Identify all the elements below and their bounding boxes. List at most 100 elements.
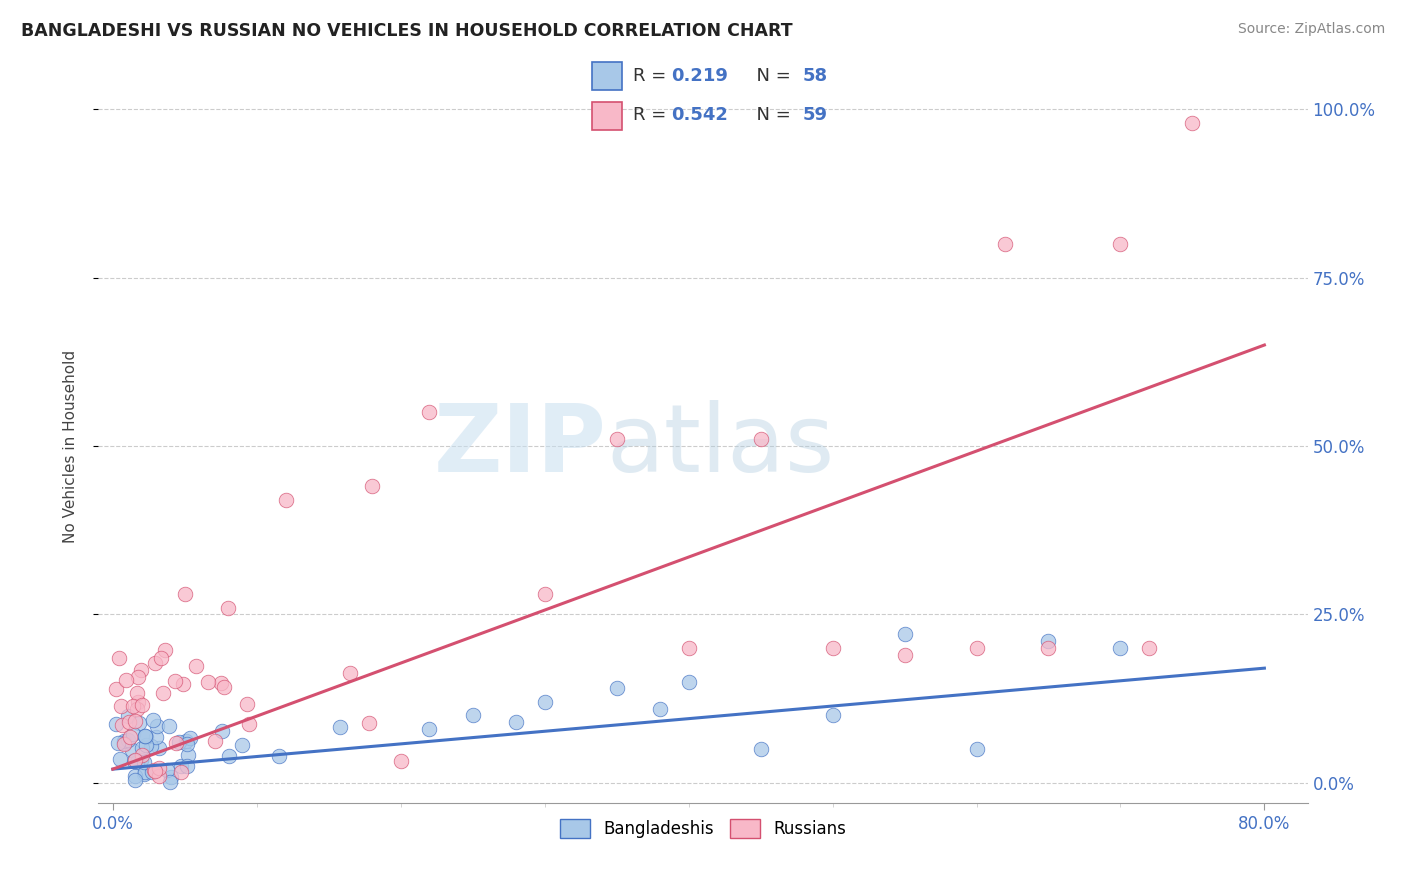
Point bbox=[125, 702, 148, 716]
Point bbox=[105, 716, 128, 731]
Point bbox=[131, 741, 153, 756]
Point bbox=[112, 733, 135, 747]
Point bbox=[112, 737, 135, 751]
Point bbox=[176, 759, 198, 773]
Point bbox=[177, 747, 200, 762]
Point bbox=[148, 761, 170, 775]
Point bbox=[749, 742, 772, 756]
Point bbox=[418, 405, 440, 419]
Point bbox=[124, 769, 146, 783]
Point bbox=[218, 748, 240, 763]
Text: BANGLADESHI VS RUSSIAN NO VEHICLES IN HOUSEHOLD CORRELATION CHART: BANGLADESHI VS RUSSIAN NO VEHICLES IN HO… bbox=[21, 22, 793, 40]
Point bbox=[267, 749, 290, 764]
Point bbox=[128, 716, 150, 731]
Point bbox=[231, 739, 253, 753]
Point bbox=[124, 714, 146, 728]
Point bbox=[143, 763, 166, 777]
Point bbox=[361, 479, 384, 493]
Point bbox=[204, 734, 226, 748]
Point bbox=[329, 720, 352, 734]
Point bbox=[134, 767, 156, 781]
Point bbox=[131, 747, 153, 762]
Point bbox=[135, 730, 157, 744]
Legend: Bangladeshis, Russians: Bangladeshis, Russians bbox=[553, 812, 853, 845]
Point bbox=[134, 729, 156, 743]
Point bbox=[966, 742, 988, 756]
Point bbox=[142, 714, 165, 728]
Point bbox=[418, 722, 440, 736]
Text: 0.542: 0.542 bbox=[671, 106, 728, 124]
Point bbox=[111, 718, 134, 732]
Point bbox=[124, 772, 146, 787]
Point bbox=[1038, 634, 1060, 648]
Point bbox=[112, 736, 135, 750]
Point bbox=[132, 755, 155, 769]
Y-axis label: No Vehicles in Household: No Vehicles in Household bbox=[63, 350, 77, 542]
Point bbox=[134, 729, 156, 743]
Point bbox=[127, 670, 149, 684]
Point bbox=[172, 677, 194, 691]
Point bbox=[104, 681, 127, 696]
Bar bbox=[592, 102, 621, 130]
Point bbox=[145, 730, 167, 744]
Text: Source: ZipAtlas.com: Source: ZipAtlas.com bbox=[1237, 22, 1385, 37]
Point bbox=[148, 740, 170, 755]
Point bbox=[145, 719, 167, 733]
Point bbox=[141, 765, 163, 780]
Point bbox=[110, 698, 132, 713]
Point bbox=[173, 587, 195, 601]
Point bbox=[238, 716, 260, 731]
Point bbox=[821, 640, 844, 655]
Text: 59: 59 bbox=[803, 106, 828, 124]
Point bbox=[533, 587, 555, 601]
Point bbox=[994, 237, 1017, 252]
Text: 58: 58 bbox=[803, 68, 828, 86]
Text: N =: N = bbox=[745, 68, 797, 86]
Point bbox=[108, 751, 131, 765]
Point bbox=[648, 701, 671, 715]
Point bbox=[893, 648, 915, 662]
Text: R =: R = bbox=[633, 106, 672, 124]
Point bbox=[134, 764, 156, 779]
Point bbox=[197, 674, 219, 689]
Point bbox=[169, 764, 191, 779]
Point bbox=[148, 769, 170, 783]
Point bbox=[121, 727, 143, 741]
Point bbox=[179, 731, 201, 745]
Point bbox=[115, 673, 138, 687]
Point bbox=[461, 708, 484, 723]
Point bbox=[118, 714, 141, 729]
Point bbox=[107, 735, 129, 749]
Point bbox=[533, 695, 555, 709]
Point bbox=[211, 724, 233, 739]
Point bbox=[131, 698, 153, 713]
Text: R =: R = bbox=[633, 68, 672, 86]
Point bbox=[117, 733, 139, 747]
Point bbox=[1137, 640, 1160, 655]
Point bbox=[135, 738, 157, 752]
Text: atlas: atlas bbox=[606, 400, 835, 492]
Point bbox=[149, 650, 172, 665]
Point bbox=[165, 674, 187, 689]
Point bbox=[118, 730, 141, 744]
Point bbox=[121, 743, 143, 757]
Point bbox=[117, 709, 139, 723]
Point bbox=[1109, 237, 1132, 252]
Point bbox=[184, 659, 207, 673]
Point bbox=[235, 697, 257, 711]
Point bbox=[127, 695, 149, 709]
Point bbox=[389, 754, 412, 768]
Text: 0.219: 0.219 bbox=[671, 68, 728, 86]
Point bbox=[217, 600, 239, 615]
Point bbox=[606, 432, 628, 446]
Point bbox=[159, 774, 181, 789]
Point bbox=[1038, 640, 1060, 655]
Point bbox=[108, 650, 131, 665]
Point bbox=[157, 719, 180, 733]
Point bbox=[678, 640, 700, 655]
Point bbox=[169, 735, 191, 749]
Point bbox=[339, 665, 361, 680]
Point bbox=[359, 716, 381, 731]
Point bbox=[124, 754, 146, 768]
Point bbox=[212, 680, 235, 694]
